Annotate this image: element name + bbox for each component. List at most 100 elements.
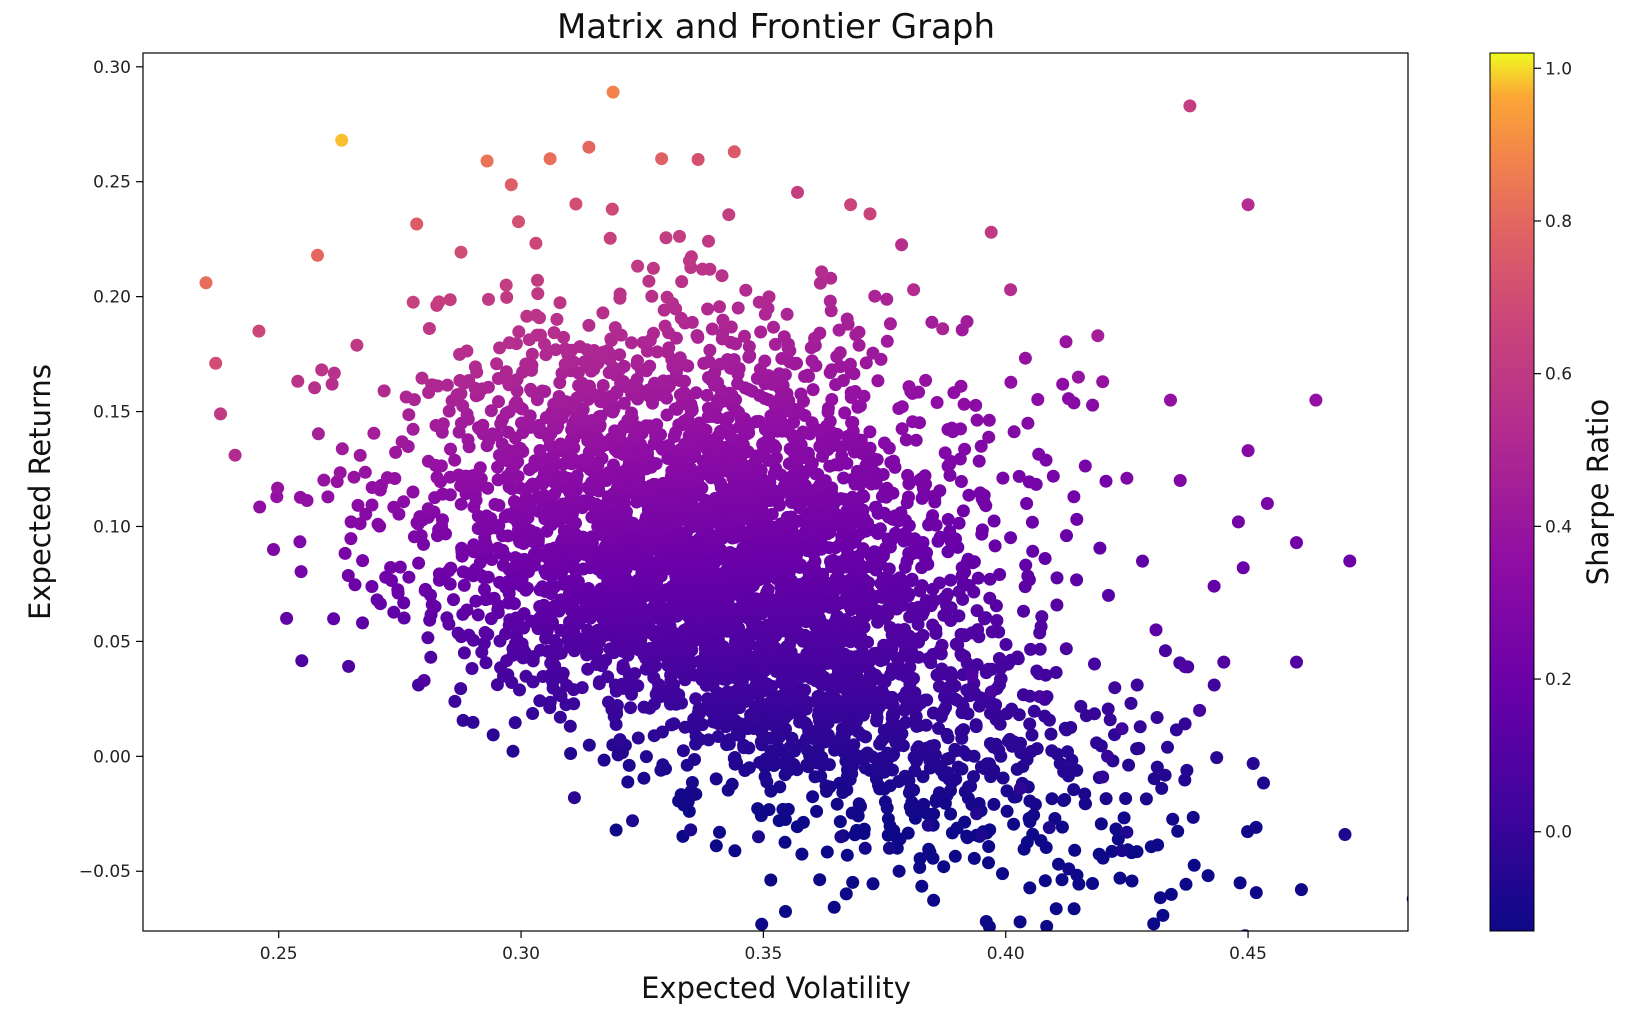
scatter-point bbox=[696, 262, 709, 276]
scatter-point bbox=[1067, 902, 1081, 916]
scatter-point bbox=[1124, 696, 1138, 710]
scatter-point bbox=[676, 744, 690, 758]
scatter-point bbox=[840, 848, 854, 862]
scatter-point bbox=[502, 336, 516, 350]
scatter-point bbox=[356, 616, 369, 630]
scatter-point bbox=[341, 569, 355, 582]
scatter-point bbox=[512, 325, 526, 339]
scatter-point bbox=[984, 225, 998, 239]
scatter-point bbox=[858, 841, 872, 855]
scatter-point bbox=[1151, 838, 1165, 852]
scatter-point bbox=[839, 887, 853, 901]
scatter-point bbox=[601, 670, 615, 684]
scatter-point bbox=[1049, 666, 1063, 679]
scatter-point bbox=[1257, 776, 1270, 790]
scatter-point bbox=[214, 407, 227, 421]
scatter-point bbox=[228, 448, 242, 462]
scatter-point bbox=[1005, 702, 1019, 716]
scatter-point bbox=[379, 570, 393, 584]
scatter-point bbox=[1023, 881, 1037, 895]
scatter-point bbox=[806, 383, 820, 397]
scatter-point bbox=[377, 384, 391, 398]
scatter-point bbox=[798, 479, 812, 492]
scatter-point bbox=[954, 475, 968, 488]
scatter-point bbox=[780, 307, 794, 321]
scatter-point bbox=[608, 321, 622, 335]
scatter-point bbox=[513, 441, 527, 455]
scatter-point bbox=[1024, 642, 1038, 656]
scatter-point bbox=[294, 565, 308, 579]
scatter-point bbox=[335, 442, 349, 456]
scatter-point bbox=[1164, 887, 1178, 901]
scatter-point bbox=[1294, 883, 1308, 897]
scatter-point bbox=[655, 152, 669, 166]
scatter-point bbox=[716, 313, 730, 327]
scatter-point bbox=[199, 276, 213, 290]
scatter-point bbox=[549, 343, 563, 357]
scatter-point bbox=[764, 873, 778, 887]
scatter-point bbox=[691, 153, 705, 166]
scatter-point bbox=[771, 740, 785, 754]
scatter-point bbox=[327, 612, 341, 626]
scatter-point bbox=[547, 326, 561, 340]
scatter-point bbox=[480, 509, 494, 523]
scatter-point bbox=[702, 234, 715, 248]
scatter-point bbox=[577, 494, 591, 508]
scatter-point bbox=[684, 250, 698, 264]
scatter-point bbox=[777, 330, 791, 344]
scatter-point bbox=[922, 842, 936, 856]
scatter-point bbox=[1000, 804, 1014, 818]
scatter-point bbox=[1067, 783, 1081, 797]
scatter-point bbox=[1139, 792, 1153, 806]
scatter-point bbox=[367, 426, 381, 440]
scatter-point bbox=[466, 715, 480, 729]
scatter-point bbox=[467, 538, 481, 552]
scatter-point bbox=[451, 626, 465, 640]
scatter-point bbox=[918, 469, 932, 483]
scatter-point bbox=[958, 815, 972, 829]
scatter-point bbox=[765, 507, 779, 521]
scatter-point bbox=[685, 776, 699, 789]
scatter-point bbox=[1241, 198, 1255, 212]
scatter-point bbox=[912, 740, 925, 754]
scatter-point bbox=[901, 468, 915, 482]
scatter-point bbox=[1026, 827, 1040, 841]
scatter-point bbox=[533, 694, 547, 708]
scatter-point bbox=[535, 580, 549, 594]
scatter-point bbox=[356, 554, 370, 568]
scatter-point bbox=[338, 546, 352, 560]
scatter-point bbox=[1101, 702, 1115, 716]
scatter-point bbox=[1059, 642, 1073, 656]
scatter-point bbox=[1040, 919, 1054, 931]
scatter-point bbox=[933, 530, 947, 544]
scatter-point bbox=[1309, 393, 1323, 407]
scatter-point bbox=[410, 217, 424, 231]
scatter-point bbox=[941, 513, 955, 526]
scatter-point bbox=[311, 248, 324, 262]
scatter-point bbox=[899, 716, 913, 729]
colorbar-tick-label: 0.6 bbox=[1545, 365, 1572, 385]
scatter-point bbox=[658, 319, 672, 333]
scatter-point bbox=[899, 585, 913, 599]
scatter-point bbox=[801, 368, 815, 382]
scatter-point bbox=[1004, 375, 1018, 389]
scatter-point bbox=[567, 697, 581, 711]
scatter-point bbox=[1030, 664, 1044, 678]
scatter-point bbox=[1046, 469, 1060, 483]
scatter-point bbox=[486, 728, 500, 742]
scatter-point bbox=[876, 571, 890, 585]
scatter-point bbox=[713, 825, 726, 839]
y-tick-label: 0.00 bbox=[93, 747, 131, 767]
scatter-point bbox=[461, 433, 475, 447]
scatter-point bbox=[813, 276, 827, 290]
scatter-point bbox=[321, 490, 335, 504]
scatter-point bbox=[869, 761, 883, 775]
scatter-point bbox=[454, 387, 468, 401]
scatter-point bbox=[603, 231, 617, 245]
scatter-point bbox=[564, 747, 578, 760]
scatter-point bbox=[856, 542, 870, 556]
scatter-point bbox=[1070, 512, 1084, 526]
scatter-point bbox=[606, 85, 620, 99]
scatter-point bbox=[1092, 847, 1106, 861]
scatter-point bbox=[1150, 760, 1164, 774]
